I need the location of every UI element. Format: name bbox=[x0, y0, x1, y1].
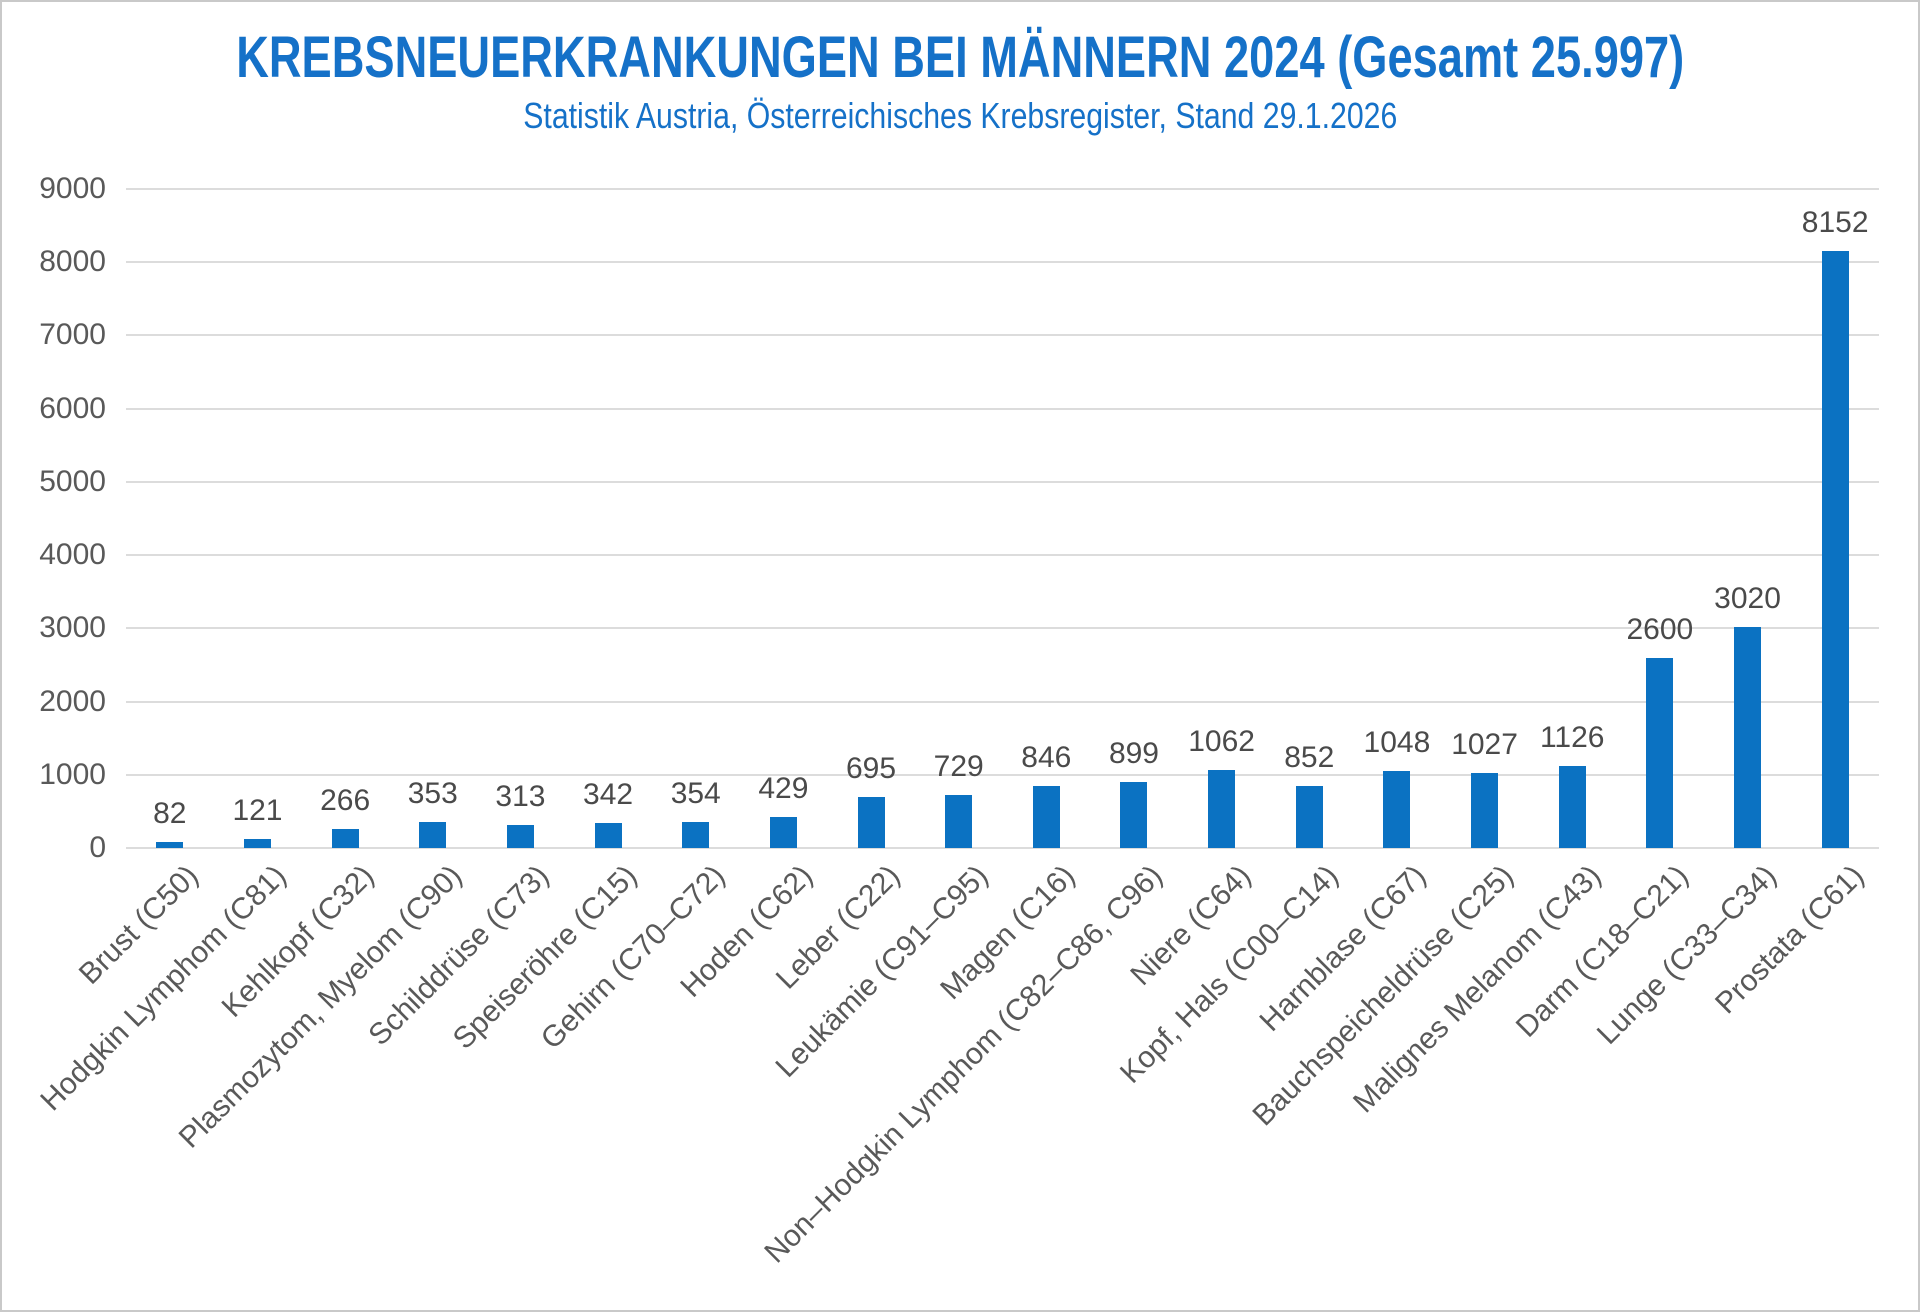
bar bbox=[419, 822, 447, 848]
gridline bbox=[126, 480, 1879, 483]
bar-value-label: 82 bbox=[153, 796, 187, 830]
gridline bbox=[126, 847, 1879, 849]
bar-value-label: 353 bbox=[407, 777, 458, 811]
chart-title-text: KREBSNEUERKRANKUNGEN BEI MÄNNERN 2024 (G… bbox=[235, 25, 1685, 90]
gridline bbox=[126, 261, 1879, 264]
gridline bbox=[126, 627, 1879, 630]
bar bbox=[945, 794, 973, 848]
bar-value-label: 429 bbox=[758, 771, 809, 805]
bar-value-label: 1062 bbox=[1188, 725, 1255, 759]
x-axis-category-label: Kehlkopf (C32) bbox=[215, 859, 381, 1024]
bar bbox=[1295, 785, 1323, 848]
bar-value-label: 121 bbox=[232, 794, 283, 828]
gridline bbox=[126, 554, 1879, 557]
bar-value-label: 899 bbox=[1108, 737, 1159, 771]
gridline bbox=[126, 334, 1879, 337]
y-axis-tick-label: 2000 bbox=[39, 684, 106, 718]
bar-value-label: 266 bbox=[320, 783, 371, 817]
gridline bbox=[126, 773, 1879, 776]
bar bbox=[1383, 771, 1411, 848]
gridline bbox=[126, 188, 1879, 190]
chart-subtitle-text: Statistik Austria, Österreichisches Kreb… bbox=[522, 95, 1398, 136]
bar-value-label: 1027 bbox=[1451, 727, 1518, 761]
bar bbox=[1471, 772, 1499, 848]
bar bbox=[682, 822, 710, 848]
y-axis-tick-label: 8000 bbox=[39, 245, 106, 279]
bar bbox=[243, 839, 271, 848]
bar bbox=[769, 816, 797, 848]
bar-value-label: 2600 bbox=[1626, 612, 1694, 646]
bar bbox=[506, 825, 534, 848]
bar-value-label: 342 bbox=[583, 777, 634, 811]
bar bbox=[594, 822, 622, 848]
bar-value-label: 695 bbox=[845, 752, 897, 786]
y-axis-tick-label: 7000 bbox=[39, 318, 106, 352]
chart-subtitle: Statistik Austria, Österreichisches Kreb… bbox=[2, 94, 1918, 146]
y-axis-tick-label: 5000 bbox=[39, 464, 106, 498]
bar bbox=[857, 797, 885, 848]
bar-value-label: 313 bbox=[495, 780, 546, 814]
bar bbox=[1821, 251, 1849, 848]
bar-value-label: 1048 bbox=[1363, 726, 1431, 760]
bar-value-label: 846 bbox=[1021, 741, 1072, 775]
bar bbox=[331, 828, 359, 848]
y-axis-tick-label: 6000 bbox=[39, 391, 106, 425]
bar bbox=[1208, 770, 1236, 848]
bar bbox=[1032, 786, 1060, 848]
bar bbox=[1646, 657, 1674, 848]
bar-value-label: 729 bbox=[933, 749, 984, 783]
y-axis-tick-label: 1000 bbox=[39, 757, 106, 791]
y-axis-tick-label: 4000 bbox=[39, 538, 106, 572]
bar-value-label: 1126 bbox=[1539, 720, 1605, 754]
bar bbox=[1734, 626, 1762, 848]
y-axis-tick-label: 3000 bbox=[39, 611, 106, 645]
gridline bbox=[126, 700, 1879, 703]
bar-value-label: 3020 bbox=[1714, 581, 1781, 615]
bar-value-label: 354 bbox=[670, 777, 721, 811]
bar-value-label: 8152 bbox=[1801, 206, 1869, 240]
y-axis-tick-label: 9000 bbox=[39, 172, 106, 205]
bar-value-label: 852 bbox=[1284, 740, 1335, 774]
chart-title: KREBSNEUERKRANKUNGEN BEI MÄNNERN 2024 (G… bbox=[2, 24, 1918, 107]
y-axis-tick-label: 0 bbox=[89, 831, 106, 864]
bar bbox=[156, 841, 184, 848]
bar bbox=[1558, 765, 1586, 848]
gridline bbox=[126, 407, 1879, 410]
bar bbox=[1120, 782, 1148, 848]
